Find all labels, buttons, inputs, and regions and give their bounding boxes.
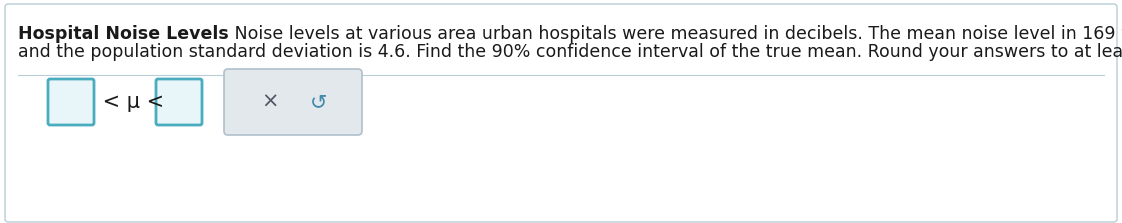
- Text: ↺: ↺: [311, 92, 328, 112]
- Text: and the population standard deviation is 4.6. Find the 90% confidence interval o: and the population standard deviation is…: [18, 43, 1122, 61]
- Text: ×: ×: [260, 92, 278, 112]
- FancyBboxPatch shape: [224, 69, 362, 135]
- FancyBboxPatch shape: [48, 79, 94, 125]
- FancyBboxPatch shape: [156, 79, 202, 125]
- Text: Noise levels at various area urban hospitals were measured in decibels. The mean: Noise levels at various area urban hospi…: [229, 25, 1122, 43]
- Text: < μ <: < μ <: [96, 92, 171, 112]
- Text: Hospital Noise Levels: Hospital Noise Levels: [18, 25, 229, 43]
- FancyBboxPatch shape: [4, 4, 1118, 222]
